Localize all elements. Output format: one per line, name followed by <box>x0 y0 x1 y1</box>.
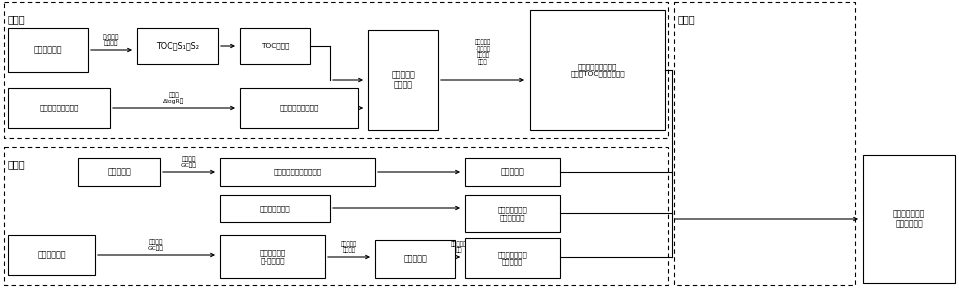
Text: 代表性油样: 代表性油样 <box>107 168 130 177</box>
Text: TOC、S₁、S₂: TOC、S₁、S₂ <box>156 42 199 51</box>
Bar <box>465 195 560 232</box>
Text: 无效碳产率: 无效碳产率 <box>501 168 525 177</box>
Bar <box>465 158 560 186</box>
Bar <box>137 28 218 64</box>
Bar <box>240 88 358 128</box>
Text: 分散可溶有机质
成气转化率: 分散可溶有机质 成气转化率 <box>498 251 527 265</box>
Bar <box>8 88 110 128</box>
Text: 化学动力学
优化求解: 化学动力学 优化求解 <box>340 241 357 253</box>
Bar <box>240 28 310 64</box>
Text: 烃源岩排烃效率: 烃源岩排烃效率 <box>260 205 291 212</box>
Bar <box>4 147 668 285</box>
Text: 烃源岩成油
-储层构造
关键时期
叠加图: 烃源岩成油 -储层构造 关键时期 叠加图 <box>475 39 491 64</box>
Bar <box>220 235 325 278</box>
Bar <box>4 2 668 138</box>
Text: 源外分散可溶有机质
经源灶TOC无效碳分布图: 源外分散可溶有机质 经源灶TOC无效碳分布图 <box>571 63 625 77</box>
Bar <box>220 158 375 186</box>
Text: 源外分散可溶有
机质成气评价: 源外分散可溶有 机质成气评价 <box>893 209 925 229</box>
Text: 测井评价无效碳模型: 测井评价无效碳模型 <box>279 105 318 111</box>
Text: 动力学参数: 动力学参数 <box>403 255 427 264</box>
Text: TOC无效碳: TOC无效碳 <box>261 43 290 49</box>
Bar <box>368 30 438 130</box>
Text: 改进的
ΔlogR值: 改进的 ΔlogR值 <box>163 92 185 104</box>
Text: 金管实验
GC色谱: 金管实验 GC色谱 <box>181 156 197 168</box>
Bar <box>863 155 955 283</box>
Text: 靶区埋深史
热史: 靶区埋深史 热史 <box>451 241 467 253</box>
Text: 靶区地层样品: 靶区地层样品 <box>34 45 62 55</box>
Text: 步骤三: 步骤三 <box>678 14 695 24</box>
Text: 单井无效碳
含量评价: 单井无效碳 含量评价 <box>391 70 415 90</box>
Bar <box>8 28 88 72</box>
Text: 岩/组分析
热解实验: 岩/组分析 热解实验 <box>103 34 119 46</box>
Bar <box>530 10 665 130</box>
Bar <box>78 158 160 186</box>
Bar <box>220 195 330 222</box>
Text: 裂解成气转化
率-温度关系: 裂解成气转化 率-温度关系 <box>259 249 286 264</box>
Text: 正十八烷、水: 正十八烷、水 <box>37 251 66 260</box>
Text: 反应物与产物中碳的质量: 反应物与产物中碳的质量 <box>273 169 321 175</box>
Text: 步骤一: 步骤一 <box>8 14 26 24</box>
Text: 单井声波、电阻曲线: 单井声波、电阻曲线 <box>39 105 79 111</box>
Text: 步骤二: 步骤二 <box>8 159 26 169</box>
Text: 金管实验
GC色谱: 金管实验 GC色谱 <box>148 239 164 251</box>
Text: 源外分散可溶有
机质充注比例: 源外分散可溶有 机质充注比例 <box>498 206 527 221</box>
Bar <box>674 2 855 285</box>
Bar <box>465 238 560 278</box>
Bar <box>8 235 95 275</box>
Bar <box>375 240 455 278</box>
